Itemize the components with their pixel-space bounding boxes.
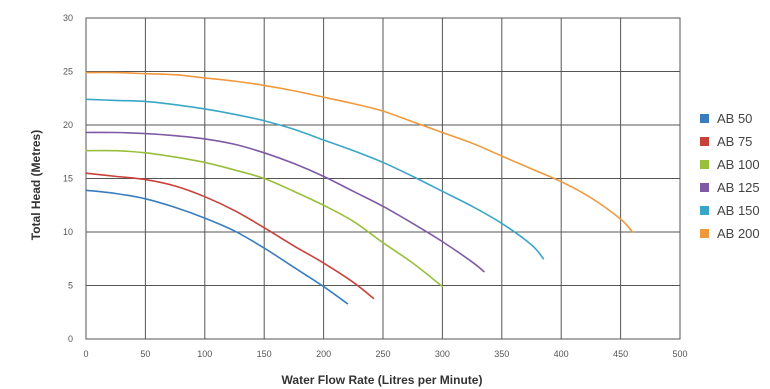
legend: AB 50 AB 75 AB 100 AB 125 AB 150 AB 200 bbox=[700, 107, 760, 245]
x-tick-label: 100 bbox=[197, 349, 212, 359]
y-tick-label: 30 bbox=[63, 13, 73, 23]
legend-label: AB 150 bbox=[717, 203, 760, 218]
y-tick-label: 0 bbox=[68, 334, 73, 344]
x-tick-label: 450 bbox=[613, 349, 628, 359]
legend-item-ab-200: AB 200 bbox=[700, 222, 760, 245]
x-axis-title: Water Flow Rate (Litres per Minute) bbox=[282, 373, 483, 387]
series-line-ab-200 bbox=[85, 71, 634, 233]
legend-swatch bbox=[700, 137, 709, 146]
legend-swatch bbox=[700, 160, 709, 169]
y-tick-label: 25 bbox=[63, 67, 73, 77]
legend-item-ab-75: AB 75 bbox=[700, 130, 760, 153]
x-tick-label: 50 bbox=[140, 349, 150, 359]
legend-swatch bbox=[700, 183, 709, 192]
series-line-ab-75 bbox=[85, 172, 375, 300]
legend-item-ab-125: AB 125 bbox=[700, 176, 760, 199]
y-tick-label: 20 bbox=[63, 120, 73, 130]
x-tick-label: 500 bbox=[672, 349, 687, 359]
x-axis-ticks: 0 50 100 150 200 250 300 350 400 450 500 bbox=[83, 349, 687, 359]
y-tick-label: 10 bbox=[63, 227, 73, 237]
legend-item-ab-50: AB 50 bbox=[700, 107, 760, 130]
x-tick-label: 350 bbox=[494, 349, 509, 359]
legend-swatch bbox=[700, 229, 709, 238]
series-line-ab-125 bbox=[85, 131, 485, 273]
grid bbox=[85, 17, 681, 340]
legend-item-ab-150: AB 150 bbox=[700, 199, 760, 222]
series-lines bbox=[85, 71, 634, 305]
y-tick-label: 15 bbox=[63, 174, 73, 184]
legend-label: AB 200 bbox=[717, 226, 760, 241]
series-line-ab-50 bbox=[85, 189, 349, 305]
legend-label: AB 125 bbox=[717, 180, 760, 195]
legend-label: AB 75 bbox=[717, 134, 753, 149]
legend-swatch bbox=[700, 206, 709, 215]
x-tick-label: 0 bbox=[83, 349, 88, 359]
series-line-ab-100 bbox=[85, 149, 444, 288]
x-tick-label: 250 bbox=[375, 349, 390, 359]
x-tick-label: 400 bbox=[554, 349, 569, 359]
y-axis-title: Total Head (Metres) bbox=[29, 130, 43, 240]
x-tick-label: 300 bbox=[435, 349, 450, 359]
y-axis-ticks: 0 5 10 15 20 25 30 bbox=[63, 13, 73, 344]
x-tick-label: 200 bbox=[316, 349, 331, 359]
series-line-ab-150 bbox=[85, 98, 545, 260]
legend-label: AB 100 bbox=[717, 157, 760, 172]
y-tick-label: 5 bbox=[68, 281, 73, 291]
legend-swatch bbox=[700, 114, 709, 123]
x-tick-label: 150 bbox=[257, 349, 272, 359]
legend-item-ab-100: AB 100 bbox=[700, 153, 760, 176]
legend-label: AB 50 bbox=[717, 111, 753, 126]
